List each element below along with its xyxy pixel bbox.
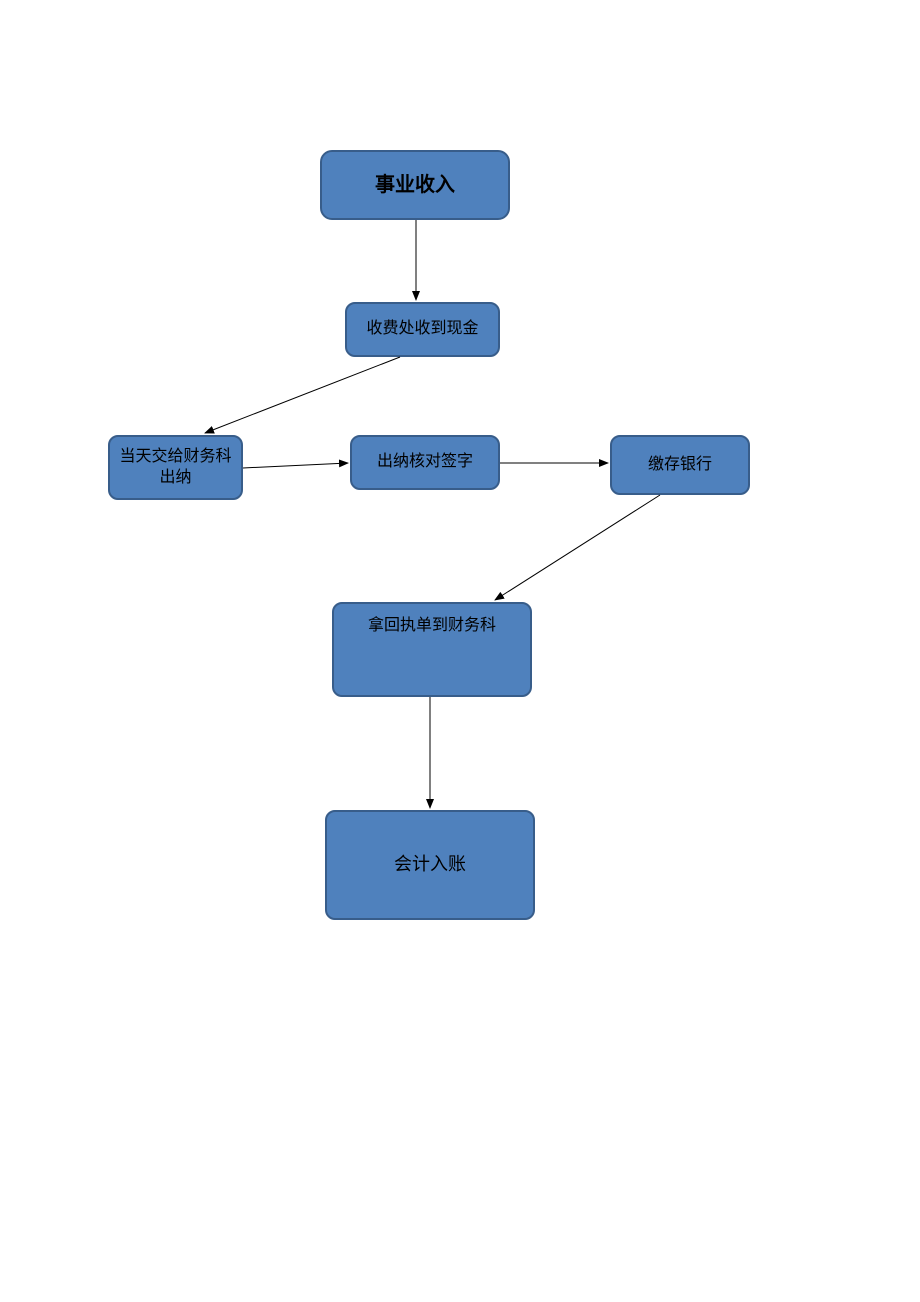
flowchart-node-n3: 当天交给财务科出纳 <box>108 435 243 500</box>
flowchart-node-label: 会计入账 <box>386 853 474 876</box>
flowchart-node-label: 事业收入 <box>367 172 463 198</box>
flowchart-edge-1 <box>205 357 400 433</box>
flowchart-node-label: 当天交给财务科出纳 <box>110 447 241 489</box>
flowchart-node-n6: 拿回执单到财务科 <box>332 602 532 697</box>
flowchart-node-n2: 收费处收到现金 <box>345 302 500 357</box>
flowchart-edge-4 <box>495 495 660 600</box>
flowchart-node-n4: 出纳核对签字 <box>350 435 500 490</box>
flowchart-node-n5: 缴存银行 <box>610 435 750 495</box>
flowchart-node-n1: 事业收入 <box>320 150 510 220</box>
flowchart-node-label: 出纳核对签字 <box>369 452 481 473</box>
flowchart-node-label: 缴存银行 <box>640 455 720 476</box>
flowchart-edge-2 <box>243 463 348 468</box>
flowchart-node-label: 拿回执单到财务科 <box>360 616 504 637</box>
flowchart-node-n7: 会计入账 <box>325 810 535 920</box>
flowchart-node-label: 收费处收到现金 <box>358 319 486 340</box>
